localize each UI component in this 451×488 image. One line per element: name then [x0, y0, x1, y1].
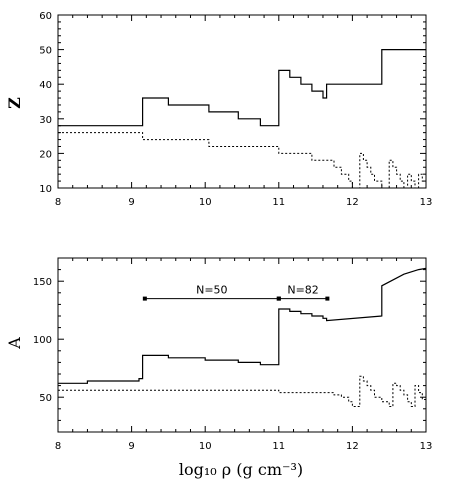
z-series-dotted-line — [58, 132, 426, 189]
z-ytick-label: 50 — [39, 46, 52, 57]
a-ytick-label: 50 — [39, 393, 52, 404]
a-annotation-end-marker — [325, 296, 330, 301]
a-series-solid-line — [58, 267, 427, 384]
a-xtick-label: 13 — [420, 441, 433, 452]
a-xtick-label: 10 — [199, 441, 212, 452]
z-xtick-label: 9 — [128, 197, 134, 208]
a-xtick-label: 11 — [272, 441, 285, 452]
z-xtick-label: 13 — [420, 197, 433, 208]
z-panel: 8 9 10 11 12 13 10 20 30 40 50 60 — [39, 11, 432, 208]
z-ytick-label: 60 — [39, 11, 52, 22]
a-annotation-end-marker — [142, 296, 147, 301]
a-xtick-label: 9 — [128, 441, 134, 452]
z-ytick-label: 30 — [39, 115, 52, 126]
x-axis-label: log₁₀ ρ (g cm⁻³) — [179, 460, 303, 479]
a-series-dotted-line — [58, 375, 426, 407]
z-xtick-label: 12 — [346, 197, 359, 208]
z-xtick-label: 8 — [55, 197, 61, 208]
z-plot-frame — [57, 14, 427, 189]
z-xtick-label: 11 — [272, 197, 285, 208]
a-panel: 8 9 10 11 12 13 50 100 150 N=50 N=82 — [33, 257, 433, 452]
z-ytick-label: 10 — [39, 184, 52, 195]
a-plot-frame — [57, 257, 427, 433]
z-series-solid-line — [58, 48, 426, 127]
a-ylabel: A — [5, 337, 24, 350]
z-ylabel: Z — [5, 97, 24, 109]
a-ytick-label: 150 — [33, 277, 52, 288]
a-xtick-label: 12 — [346, 441, 359, 452]
a-annotation-label: N=50 — [196, 284, 227, 297]
z-ytick-label: 20 — [39, 149, 52, 160]
a-annotation-end-marker — [276, 296, 281, 301]
a-annotation-label: N=82 — [287, 284, 318, 297]
a-ytick-label: 100 — [33, 335, 52, 346]
z-ytick-label: 40 — [39, 80, 52, 91]
a-xtick-label: 8 — [55, 441, 61, 452]
z-xtick-label: 10 — [199, 197, 212, 208]
